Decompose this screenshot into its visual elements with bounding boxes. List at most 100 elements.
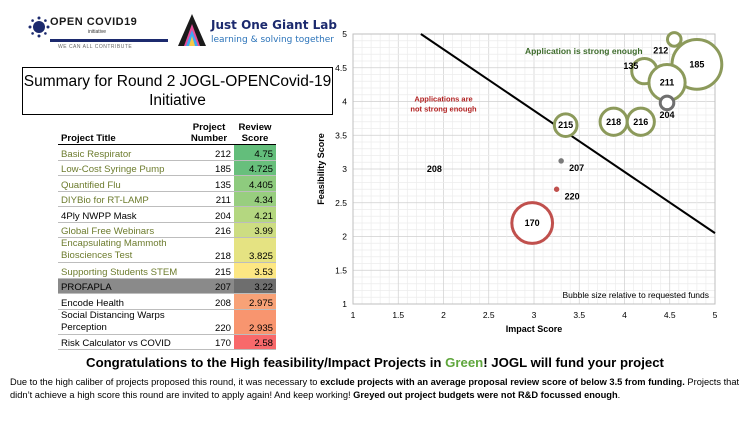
bubble-chart: 1 1.5 2 2.5 3 3.5 4 4.5 5 1 1.5 2 2.5 3 3.5 4 4.5 5 Impact… bbox=[310, 22, 730, 352]
x-tick-label: 2.5 bbox=[483, 310, 495, 320]
table-row: Supporting Students STEM 215 3.53 bbox=[58, 262, 276, 278]
jogl-logo-name: Just One Giant Lab bbox=[211, 18, 337, 32]
table-row: Basic Respirator 212 4.75 bbox=[58, 144, 276, 160]
x-tick-label: 4.5 bbox=[664, 310, 676, 320]
x-axis-label: Impact Score bbox=[506, 324, 563, 334]
y-axis-label: Feasibility Score bbox=[316, 133, 326, 205]
opencovid-logo-title: OPEN COVID19 bbox=[50, 16, 138, 28]
bubble-label-212: 212 bbox=[653, 45, 668, 55]
bubble-label-185: 185 bbox=[689, 59, 704, 69]
y-tick-label: 1 bbox=[342, 299, 347, 309]
footer-body-3: . bbox=[617, 389, 621, 400]
project-title-cell: PROFAPLA bbox=[58, 278, 184, 294]
header-project-title: Project Title bbox=[58, 122, 184, 145]
project-number-cell: 170 bbox=[214, 338, 231, 349]
y-tick-label: 4.5 bbox=[335, 63, 347, 73]
opencovid-logo: OPEN COVID19 initiative WE CAN ALL CONTR… bbox=[28, 12, 168, 54]
project-number-cell: 185 bbox=[214, 164, 231, 175]
x-tick-label: 5 bbox=[713, 310, 718, 320]
annotation-strong: Application is strong enough bbox=[525, 46, 643, 56]
project-number-cell: 216 bbox=[214, 226, 231, 237]
project-number-cell: 208 bbox=[214, 297, 231, 309]
y-tick-label: 3 bbox=[342, 164, 347, 174]
footer-body-bold-2: Greyed out project budgets were not R&D … bbox=[353, 389, 618, 400]
review-score-cell: 3.53 bbox=[234, 262, 276, 278]
project-title-cell: 4Ply NWPP Mask bbox=[61, 210, 137, 222]
y-tick-label: 1.5 bbox=[335, 265, 347, 275]
jogl-logo-tagline: learning & solving together bbox=[211, 35, 335, 45]
virus-logo-icon bbox=[28, 16, 50, 38]
plot-area-frame bbox=[352, 33, 716, 305]
footer-headline-green: Green bbox=[445, 355, 484, 370]
project-title-cell: Low-Cost Syringe Pump bbox=[61, 164, 165, 175]
table-row: 4Ply NWPP Mask 204 4.21 bbox=[58, 206, 276, 222]
project-number-cell: 207 bbox=[184, 278, 234, 294]
y-tick-label: 5 bbox=[342, 29, 347, 39]
footer-body-1: Due to the high caliber of projects prop… bbox=[10, 377, 321, 387]
bubble-170 bbox=[510, 201, 555, 245]
bubble-label-204: 204 bbox=[660, 110, 675, 120]
bubble-label-207: 207 bbox=[569, 163, 584, 173]
bubble-label-220: 220 bbox=[565, 191, 580, 201]
footer-body-2: Projects that didn’t achieve a high scor… bbox=[10, 377, 740, 400]
project-number-cell: 215 bbox=[214, 266, 231, 278]
bubble-label-135: 135 bbox=[623, 61, 638, 71]
review-score-cell: 3.99 bbox=[234, 222, 276, 238]
review-score-cell: 2.935 bbox=[234, 309, 276, 334]
summary-title: Summary for Round 2 JOGL-OPENCovid-19 In… bbox=[22, 67, 333, 115]
x-tick-label: 1.5 bbox=[392, 310, 404, 320]
footer-body: Due to the high caliber of projects prop… bbox=[10, 376, 740, 401]
header-project-number: Project Number bbox=[184, 122, 234, 145]
project-title-cell: Encapsulating Mammoth Biosciences Test bbox=[61, 238, 167, 261]
review-score-cell: 2.58 bbox=[234, 334, 276, 350]
x-tick-label: 3.5 bbox=[573, 310, 585, 320]
project-number-cell: 220 bbox=[214, 322, 231, 334]
footer-headline: Congratulations to the High feasibility/… bbox=[0, 355, 750, 370]
x-tick-label: 1 bbox=[351, 310, 356, 320]
bubble-size-note: Bubble size relative to requested funds bbox=[563, 290, 709, 300]
header-review-score: Review Score bbox=[234, 122, 276, 145]
bubble-label-208: 208 bbox=[427, 164, 442, 174]
project-title-cell: Supporting Students STEM bbox=[61, 266, 178, 278]
bubble-label-170: 170 bbox=[525, 218, 540, 228]
project-title-cell: Social Distancing Warps Perception bbox=[61, 309, 165, 333]
project-title-cell: Encode Health bbox=[61, 297, 124, 309]
project-title-cell: DIYBio for RT-LAMP bbox=[61, 195, 149, 206]
review-score-cell: 3.825 bbox=[234, 237, 276, 263]
table-row: Quantified Flu 135 4.405 bbox=[58, 175, 276, 191]
bubble-label-211: 211 bbox=[660, 78, 675, 88]
x-tick-label: 4 bbox=[622, 310, 627, 320]
bubble-chart-svg: 1 1.5 2 2.5 3 3.5 4 4.5 5 1 1.5 2 2.5 3 3.5 4 4.5 5 Impact… bbox=[316, 29, 724, 334]
review-score-cell: 2.975 bbox=[234, 293, 276, 309]
opencovid-logo-sub: initiative bbox=[88, 29, 107, 35]
table-row: DIYBio for RT-LAMP 211 4.34 bbox=[58, 191, 276, 207]
bubble-212 bbox=[665, 31, 683, 48]
annotation-not-strong-line2: not strong enough bbox=[410, 105, 477, 114]
review-score-cell: 4.725 bbox=[234, 160, 276, 176]
table-row: Low-Cost Syringe Pump 185 4.725 bbox=[58, 160, 276, 176]
x-tick-label: 2 bbox=[441, 310, 446, 320]
review-score-cell: 4.405 bbox=[234, 175, 276, 191]
y-tick-label: 4 bbox=[342, 97, 347, 107]
opencovid-logo-tagline: WE CAN ALL CONTRIBUTE bbox=[58, 44, 133, 50]
y-tick-label: 2.5 bbox=[335, 198, 347, 208]
bubble-215 bbox=[552, 112, 579, 138]
opencovid-logo-bar bbox=[50, 39, 168, 42]
review-score-cell: 4.75 bbox=[234, 144, 276, 160]
table-row: Encapsulating Mammoth Biosciences Test 21… bbox=[58, 237, 276, 263]
y-tick-label: 3.5 bbox=[335, 130, 347, 140]
project-number-cell: 212 bbox=[214, 148, 231, 160]
table-row: PROFAPLA 207 3.22 bbox=[58, 278, 276, 294]
table-row: Global Free Webinars 216 3.99 bbox=[58, 222, 276, 238]
footer-headline-b: ! JOGL will fund your project bbox=[483, 355, 664, 370]
table-row: Social Distancing Warps Perception 220 2.9… bbox=[58, 309, 276, 334]
project-table: Project Title Project Number Review Scor… bbox=[58, 122, 276, 350]
bubble-label-218: 218 bbox=[606, 117, 621, 127]
project-table-body: Basic Respirator 212 4.75 Low-Cost Syringe … bbox=[58, 144, 276, 350]
bubble-label-216: 216 bbox=[633, 117, 648, 127]
annotation-not-strong-line1: Applications are bbox=[414, 95, 472, 104]
project-number-cell: 204 bbox=[214, 210, 231, 222]
bubble-204 bbox=[658, 94, 676, 112]
table-row: Encode Health 208 2.975 bbox=[58, 293, 276, 309]
footer-body-bold-1: exclude projects with an average proposa… bbox=[320, 377, 685, 387]
